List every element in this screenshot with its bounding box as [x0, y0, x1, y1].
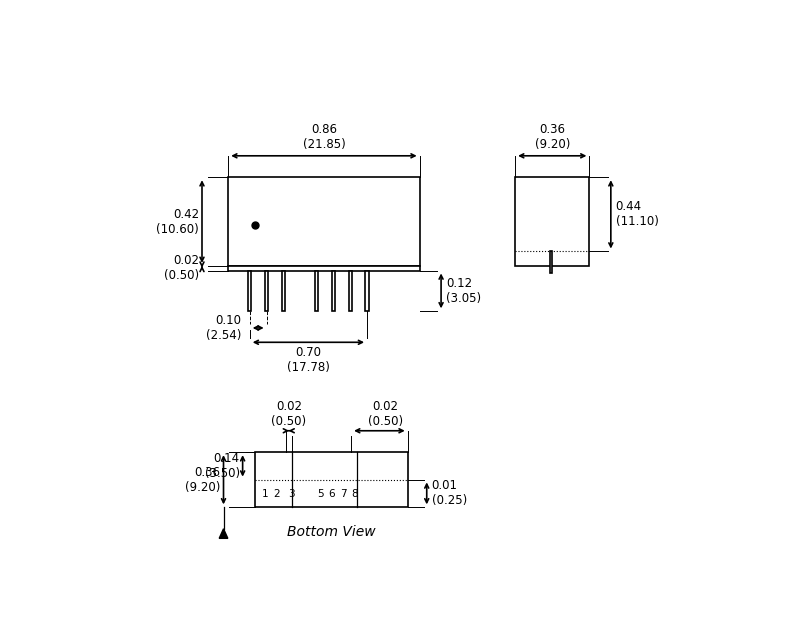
- Text: 2: 2: [274, 489, 280, 499]
- Text: 0.36
(9.20): 0.36 (9.20): [186, 466, 221, 494]
- Text: 7: 7: [340, 489, 347, 499]
- Text: 0.01
(0.25): 0.01 (0.25): [431, 479, 466, 507]
- Text: Bottom View: Bottom View: [286, 525, 375, 540]
- Text: 3: 3: [289, 489, 295, 499]
- Text: 8: 8: [352, 489, 358, 499]
- Text: 0.14
(3.50): 0.14 (3.50): [205, 452, 240, 480]
- Text: 5: 5: [318, 489, 324, 499]
- Bar: [254, 452, 408, 507]
- Text: 0.86
(21.85): 0.86 (21.85): [302, 123, 346, 151]
- Bar: [349, 271, 352, 311]
- Text: 0.02
(0.50): 0.02 (0.50): [367, 400, 402, 428]
- Bar: [228, 266, 419, 271]
- Text: 0.02
(0.50): 0.02 (0.50): [271, 400, 306, 428]
- Bar: [366, 271, 369, 311]
- Text: 6: 6: [329, 489, 335, 499]
- Bar: [550, 252, 552, 273]
- Text: 0.36
(9.20): 0.36 (9.20): [534, 123, 570, 151]
- Bar: [515, 178, 590, 266]
- Bar: [315, 271, 318, 311]
- Text: 0.02
(0.50): 0.02 (0.50): [164, 254, 199, 282]
- Bar: [282, 271, 285, 311]
- Polygon shape: [219, 529, 228, 538]
- Text: 1: 1: [262, 489, 269, 499]
- Bar: [248, 271, 251, 311]
- Bar: [265, 271, 268, 311]
- Text: 0.10
(2.54): 0.10 (2.54): [206, 314, 242, 342]
- Text: 0.42
(10.60): 0.42 (10.60): [156, 207, 199, 235]
- Text: 0.12
(3.05): 0.12 (3.05): [446, 277, 481, 305]
- Bar: [228, 178, 419, 266]
- Text: 0.70
(17.78): 0.70 (17.78): [287, 346, 330, 374]
- Bar: [332, 271, 335, 311]
- Text: 0.44
(11.10): 0.44 (11.10): [616, 201, 658, 229]
